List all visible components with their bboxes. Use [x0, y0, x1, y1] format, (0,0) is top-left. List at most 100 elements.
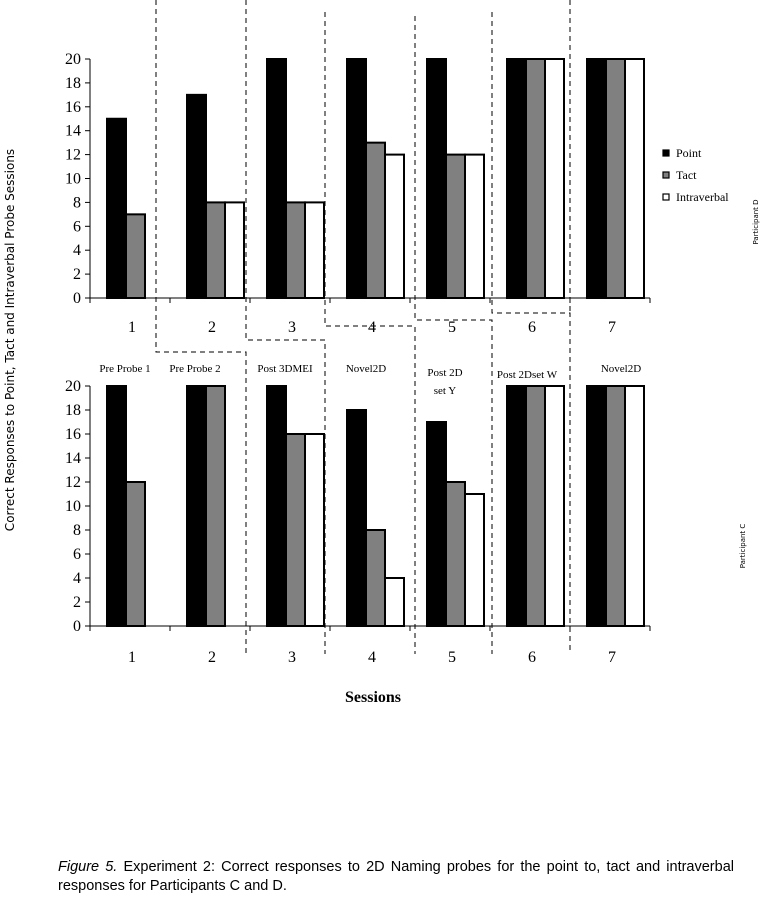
top-y-tick-label: 4 [73, 242, 81, 259]
top-x-tick-label: 4 [368, 319, 376, 336]
top-y-tick-label: 10 [65, 171, 81, 188]
top-bar-tact [525, 58, 546, 299]
legend-label-tact: Tact [676, 168, 697, 182]
top-x-tick-label: 1 [128, 319, 136, 336]
bottom-bar-intraverbal [464, 493, 485, 627]
caption-text: Experiment 2: Correct responses to 2D Na… [58, 859, 734, 894]
phase-label: Novel2D [346, 363, 386, 375]
bottom-bar-point [186, 385, 207, 627]
phase-change-lines [155, 0, 571, 654]
bottom-x-tick-label: 7 [608, 649, 616, 666]
legend-swatch-intraverbal [662, 193, 670, 201]
top-x-tick-label: 6 [528, 319, 536, 336]
top-y-tick-label: 14 [65, 123, 81, 140]
top-bar-point [346, 58, 367, 299]
phase-label: Pre Probe 2 [169, 363, 220, 375]
bottom-x-tick-label: 2 [208, 649, 216, 666]
bottom-x-tick-label: 3 [288, 649, 296, 666]
top-participant-label: Participant D [752, 199, 760, 244]
top-y-tick-label: 8 [73, 194, 81, 211]
top-y-tick-label: 12 [65, 147, 81, 164]
bottom-bar-tact [605, 385, 626, 627]
bottom-bar-tact [125, 481, 146, 627]
phase-change-line [245, 0, 326, 654]
top-y-tick-label: 16 [65, 99, 81, 116]
bottom-y-tick-label: 6 [73, 546, 81, 563]
top-bar-tact [205, 201, 226, 299]
figure-caption: Figure 5. Experiment 2: Correct response… [58, 858, 734, 896]
legend: Point Tact Intraverbal [662, 146, 729, 204]
bottom-bar-intraverbal [384, 577, 405, 627]
bottom-y-tick-label: 4 [73, 570, 81, 587]
phase-label: Post 2D [427, 367, 462, 379]
bottom-x-tick-label: 6 [528, 649, 536, 666]
phase-label-line2: set Y [434, 385, 457, 397]
bottom-y-tick-label: 16 [65, 426, 81, 443]
bottom-bar-point [586, 385, 607, 627]
bottom-bar-intraverbal [544, 385, 565, 627]
top-x-tick-label: 7 [608, 319, 616, 336]
bottom-y-tick-label: 12 [65, 474, 81, 491]
legend-label-point: Point [676, 146, 702, 160]
bottom-bar-point [106, 385, 127, 627]
top-y-tick-label: 18 [65, 75, 81, 92]
top-bar-tact [445, 153, 466, 299]
phase-change-line [155, 0, 247, 654]
bottom-bar-tact [285, 433, 306, 627]
bottom-bar-intraverbal [624, 385, 645, 627]
caption-label: Figure 5. [58, 859, 118, 875]
bottom-bar-tact [525, 385, 546, 627]
legend-swatch-tact [662, 171, 670, 179]
top-bar-intraverbal [544, 58, 565, 299]
phase-label: Pre Probe 1 [99, 363, 150, 375]
top-bar-intraverbal [624, 58, 645, 299]
top-x-tick-label: 3 [288, 319, 296, 336]
top-bar-tact [365, 141, 386, 299]
bottom-x-tick-label: 4 [368, 649, 376, 666]
top-bar-point [506, 58, 527, 299]
bottom-y-tick-label: 20 [65, 378, 81, 395]
bottom-y-tick-label: 0 [73, 618, 81, 635]
phase-label: Post 2Dset W [497, 369, 558, 381]
phase-change-line [324, 12, 416, 654]
top-bar-point [426, 58, 447, 299]
top-x-tick-label: 5 [448, 319, 456, 336]
bottom-x-tick-label: 5 [448, 649, 456, 666]
bottom-y-tick-label: 2 [73, 594, 81, 611]
bottom-participant-label: Participant C [739, 524, 747, 569]
bottom-bar-tact [445, 481, 466, 627]
legend-label-intraverbal: Intraverbal [676, 190, 729, 204]
x-axis-label: Sessions [345, 689, 401, 706]
bottom-bar-tact [205, 385, 226, 627]
top-bar-point [586, 58, 607, 299]
top-bar-tact [605, 58, 626, 299]
top-bar-tact [125, 213, 146, 300]
bottom-bar-intraverbal [304, 433, 325, 627]
top-bar-point [186, 93, 207, 299]
phase-label: Post 3DMEI [257, 363, 313, 375]
bottom-bar-point [426, 421, 447, 627]
phase-change-line [414, 16, 493, 654]
top-bar-intraverbal [384, 153, 405, 299]
top-y-tick-label: 0 [73, 290, 81, 307]
top-bar-point [266, 58, 287, 299]
top-bar-point [106, 117, 127, 299]
top-bar-tact [285, 201, 306, 299]
y-axis-label: Correct Responses to Point, Tact and Int… [3, 149, 17, 531]
top-y-tick-label: 20 [65, 51, 81, 68]
top-y-tick-label: 2 [73, 266, 81, 283]
legend-swatch-point [662, 149, 670, 157]
top-x-tick-label: 2 [208, 319, 216, 336]
bottom-bar-point [506, 385, 527, 627]
bottom-y-tick-label: 18 [65, 402, 81, 419]
bottom-y-tick-label: 10 [65, 498, 81, 515]
top-bar-intraverbal [224, 201, 245, 299]
bottom-y-tick-label: 14 [65, 450, 81, 467]
phase-change-line [491, 12, 571, 654]
phase-label: Novel2D [601, 363, 641, 375]
top-bar-intraverbal [304, 201, 325, 299]
bottom-y-tick-label: 8 [73, 522, 81, 539]
